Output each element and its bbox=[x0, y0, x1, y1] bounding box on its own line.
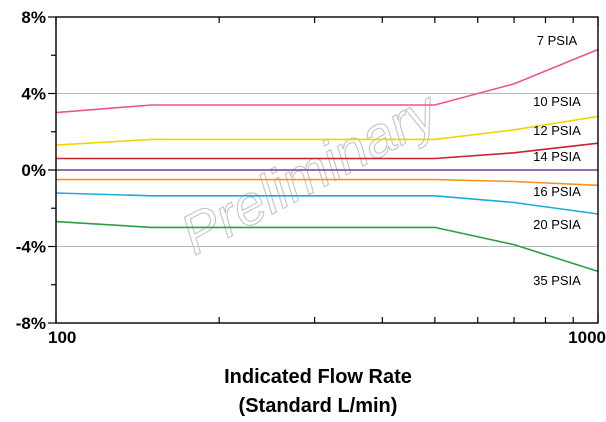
x-tick-label: 1000 bbox=[568, 328, 606, 347]
series-line bbox=[55, 220, 599, 273]
series-labels: 7 PSIA 10 PSIA 12 PSIA 14 PSIA 16 PSIA 20 PSI… bbox=[533, 33, 581, 288]
series-line bbox=[55, 115, 599, 146]
y-tick-label: -8% bbox=[16, 314, 46, 333]
series-label: 20 PSIA bbox=[533, 217, 581, 232]
series-label: 10 PSIA bbox=[533, 94, 581, 109]
x-tick-label: 100 bbox=[48, 328, 76, 347]
watermark-layer: Preliminary bbox=[170, 77, 451, 267]
series-label: 14 PSIA bbox=[533, 149, 581, 164]
series-line bbox=[55, 192, 599, 215]
ticks: 8% 4% 0% -4% -8%100 1000 bbox=[16, 8, 606, 347]
x-axis-title: Indicated Flow Rate (Standard L/min) bbox=[224, 366, 412, 417]
y-tick-label: 8% bbox=[21, 8, 46, 27]
watermark-text: Preliminary bbox=[170, 78, 449, 267]
series-line bbox=[56, 142, 599, 160]
series-line bbox=[56, 178, 599, 187]
x-axis-title-line-1: Indicated Flow Rate bbox=[224, 366, 412, 388]
x-axis-title-line-2: (Standard L/min) bbox=[239, 395, 398, 417]
series-label: 35 PSIA bbox=[533, 273, 581, 288]
series-layer bbox=[55, 48, 599, 273]
series-label: 12 PSIA bbox=[533, 123, 581, 138]
y-tick-label: 0% bbox=[21, 161, 46, 180]
series-line bbox=[55, 48, 599, 114]
y-tick-label: -4% bbox=[16, 238, 46, 257]
y-tick-label: 4% bbox=[21, 85, 46, 104]
series-label: 7 PSIA bbox=[537, 33, 578, 48]
series-label: 16 PSIA bbox=[533, 184, 581, 199]
